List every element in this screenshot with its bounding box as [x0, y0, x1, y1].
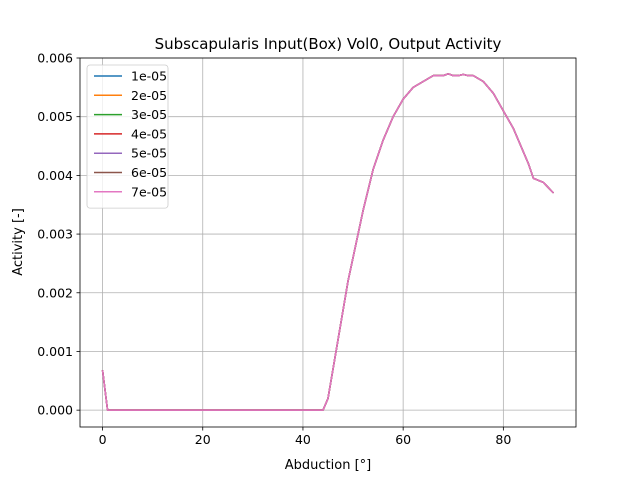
y-tick-label: 0.001 [37, 344, 73, 359]
grid [80, 57, 576, 427]
legend-label: 7e-05 [131, 184, 167, 199]
y-tick-label: 0.003 [37, 227, 73, 242]
x-tick-label: 20 [195, 432, 211, 447]
y-tick-label: 0.006 [37, 51, 73, 66]
x-tick-label: 60 [395, 432, 411, 447]
y-tick-label: 0.004 [37, 168, 73, 183]
y-tick-label: 0.000 [37, 403, 73, 418]
plot-frame [79, 57, 577, 428]
y-tick-label: 0.005 [37, 109, 73, 124]
legend-label: 2e-05 [131, 88, 167, 103]
x-tick-label: 80 [495, 432, 511, 447]
legend-label: 6e-05 [131, 165, 167, 180]
y-axis-label: Activity [-] [11, 208, 26, 276]
legend-label: 5e-05 [131, 146, 167, 161]
legend-label: 3e-05 [131, 107, 167, 122]
x-axis-label: Abduction [°] [285, 458, 371, 473]
y-tick-label: 0.002 [37, 285, 73, 300]
series-lines [101, 73, 554, 411]
chart-title: Subscapularis Input(Box) Vol0, Output Ac… [155, 35, 502, 53]
legend-label: 4e-05 [131, 126, 167, 141]
series-line-7e-05 [101, 73, 554, 411]
legend: 1e-05 2e-05 3e-05 4e-05 5e-05 6e-05 7e-05 [86, 64, 169, 209]
axis-ticks: 0 20 40 60 80 0.000 0.001 0.002 0.003 0.004 0.005 0… [37, 51, 511, 448]
x-tick-label: 0 [99, 432, 107, 447]
legend-label: 1e-05 [131, 69, 167, 84]
x-tick-label: 40 [295, 432, 311, 447]
